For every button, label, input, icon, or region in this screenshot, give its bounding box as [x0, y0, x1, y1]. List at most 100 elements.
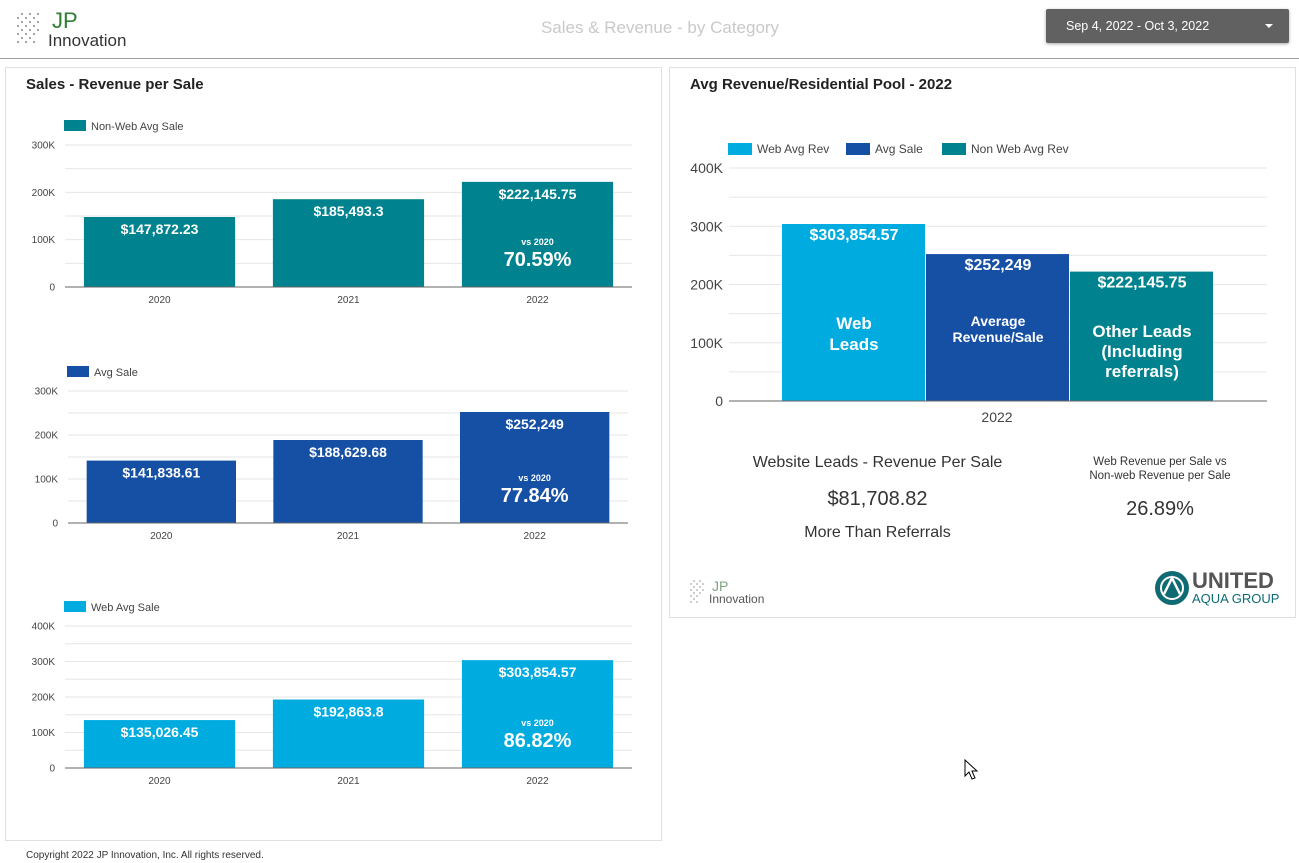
- panel-title: Avg Revenue/Residential Pool - 2022: [690, 76, 953, 93]
- bar: [1070, 271, 1213, 401]
- y-tick-label: 100K: [35, 475, 59, 486]
- bar-data-label: $141,838.61: [122, 465, 200, 481]
- comparison-caption: vs 2020: [521, 237, 554, 247]
- mouse-cursor-icon: [964, 759, 979, 780]
- svg-text:AQUA GROUP: AQUA GROUP: [1192, 591, 1279, 606]
- legend-swatch: [67, 366, 89, 377]
- bar-data-label: $147,872.23: [121, 221, 199, 237]
- y-tick-label: 300K: [32, 657, 56, 668]
- svg-text:Innovation: Innovation: [709, 592, 764, 606]
- legend-swatch: [728, 143, 752, 155]
- bar-data-label: $252,249: [965, 257, 1032, 274]
- y-tick-label: 200K: [690, 277, 723, 293]
- y-tick-label: 200K: [35, 431, 59, 442]
- y-tick-label: 0: [715, 393, 723, 409]
- comparison-caption: vs 2020: [518, 473, 551, 483]
- y-tick-label: 0: [49, 764, 55, 775]
- y-tick-label: 200K: [32, 188, 56, 199]
- bar-data-label: $252,249: [505, 416, 564, 432]
- bar-inner-label: Revenue/Sale: [952, 329, 1043, 345]
- bar-inner-label: Other Leads: [1092, 322, 1191, 341]
- bar: [272, 199, 425, 287]
- bar: [272, 699, 425, 768]
- bar: [86, 460, 237, 523]
- y-tick-label: 300K: [32, 141, 56, 152]
- bar: [461, 181, 614, 287]
- bar-data-label: $222,145.75: [1098, 275, 1187, 292]
- y-tick-label: 200K: [32, 693, 56, 704]
- website-leads-stat-sub: More Than Referrals: [804, 524, 951, 541]
- comparison-percentage: 70.59%: [504, 249, 572, 271]
- bar-data-label: $303,854.57: [499, 664, 577, 680]
- legend-label: Avg Sale: [94, 367, 138, 379]
- bar-data-label: $135,026.45: [121, 724, 199, 740]
- jp-innovation-small-logo: JP Innovation: [690, 578, 764, 606]
- x-tick-label: 2020: [148, 295, 171, 306]
- legend-label: Web Avg Sale: [91, 602, 160, 614]
- comparison-percentage: 77.84%: [501, 485, 569, 507]
- y-tick-label: 100K: [690, 335, 723, 351]
- legend-swatch: [846, 143, 870, 155]
- x-tick-label: 2022: [524, 531, 547, 542]
- svg-text:UNITED: UNITED: [1192, 568, 1274, 593]
- legend-label: Web Avg Rev: [757, 142, 829, 156]
- bar: [782, 224, 925, 401]
- bar: [273, 440, 423, 523]
- bar-data-label: $222,145.75: [499, 186, 577, 202]
- bar: [460, 412, 610, 523]
- y-tick-label: 300K: [35, 387, 59, 398]
- legend-swatch: [64, 120, 86, 131]
- logo-innovation-text: Innovation: [48, 31, 126, 50]
- non-web-avg-sale-chart: Non-Web Avg Sale 0 100K 200K 300K $147,872.23…: [32, 120, 632, 306]
- panel-title: Sales - Revenue per Sale: [26, 76, 204, 93]
- svg-text:JP: JP: [712, 578, 728, 594]
- x-tick-label: 2021: [337, 531, 360, 542]
- y-tick-label: 0: [49, 283, 55, 294]
- y-tick-label: 400K: [32, 622, 56, 633]
- bar-inner-label: Web: [836, 314, 872, 333]
- x-tick-label: 2022: [526, 295, 549, 306]
- website-leads-stat-value: $81,708.82: [827, 488, 928, 510]
- x-tick-label: 2021: [337, 295, 360, 306]
- dashboard-header: JP Innovation Sales & Revenue - by Categ…: [0, 0, 1299, 59]
- y-tick-label: 400K: [690, 160, 723, 176]
- bar-data-label: $188,629.68: [309, 444, 387, 460]
- bar: [83, 217, 236, 287]
- bar-data-label: $185,493.3: [313, 203, 383, 219]
- x-tick-label: 2022: [981, 409, 1012, 425]
- date-range-text: Sep 4, 2022 - Oct 3, 2022: [1066, 19, 1210, 33]
- x-tick-label: 2020: [148, 776, 171, 787]
- y-tick-label: 100K: [32, 235, 56, 246]
- united-aqua-group-logo: UNITED AQUA GROUP: [1155, 568, 1279, 606]
- bar-inner-label: Leads: [829, 335, 878, 354]
- bar: [83, 720, 236, 768]
- date-range-picker[interactable]: Sep 4, 2022 - Oct 3, 2022: [1046, 9, 1289, 43]
- web-vs-nonweb-label: Web Revenue per Sale vs Non-web Revenue …: [1089, 456, 1231, 482]
- web-vs-nonweb-value: 26.89%: [1126, 498, 1194, 520]
- legend-swatch: [942, 143, 966, 155]
- dashboard-title: Sales & Revenue - by Category: [540, 18, 780, 37]
- bar-inner-label: referrals): [1105, 362, 1179, 381]
- bar: [461, 660, 614, 768]
- comparison-percentage: 86.82%: [504, 730, 572, 752]
- web-avg-sale-chart: Web Avg Sale 0 100K 200K 300K 400K $135,026.45…: [32, 601, 632, 787]
- jp-innovation-logo: JP Innovation: [16, 8, 126, 50]
- legend-swatch: [64, 601, 86, 612]
- y-tick-label: 300K: [690, 218, 723, 234]
- avg-revenue-2022-chart: Web Avg Rev Avg Sale Non Web Avg Rev 0 100K 2…: [690, 142, 1267, 425]
- bar-inner-label: (Including: [1101, 342, 1182, 361]
- x-tick-label: 2022: [526, 776, 549, 787]
- copyright-footer: Copyright 2022 JP Innovation, Inc. All r…: [26, 850, 264, 861]
- website-leads-stat-label: Website Leads - Revenue Per Sale: [752, 454, 1003, 471]
- legend-label: Non-Web Avg Sale: [91, 121, 184, 133]
- bar-inner-label: Average: [971, 313, 1026, 329]
- bar: [926, 254, 1069, 401]
- bar-data-label: $303,854.57: [810, 227, 899, 244]
- logo-jp-text: JP: [52, 8, 78, 33]
- x-tick-label: 2021: [337, 776, 360, 787]
- y-tick-label: 100K: [32, 728, 56, 739]
- legend-label: Avg Sale: [875, 142, 923, 156]
- dropdown-caret-icon: [1265, 24, 1273, 28]
- legend-label: Non Web Avg Rev: [971, 142, 1069, 156]
- bar-data-label: $192,863.8: [313, 704, 383, 720]
